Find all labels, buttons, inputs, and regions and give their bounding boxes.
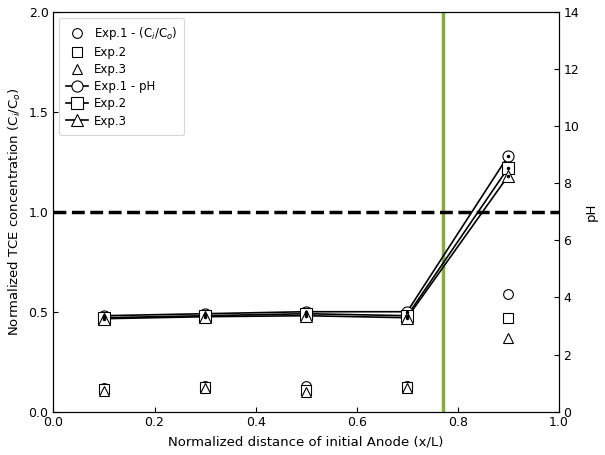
Y-axis label: pH: pH: [585, 202, 598, 221]
Y-axis label: Normalized TCE concentration (C$_i$/C$_o$): Normalized TCE concentration (C$_i$/C$_o…: [7, 87, 23, 336]
X-axis label: Normalized distance of initial Anode (x/L): Normalized distance of initial Anode (x/…: [168, 435, 444, 448]
Legend: Exp.1 - (C$_i$/C$_o$), Exp.2, Exp.3, Exp.1 - pH, Exp.2, Exp.3: Exp.1 - (C$_i$/C$_o$), Exp.2, Exp.3, Exp…: [59, 18, 185, 135]
